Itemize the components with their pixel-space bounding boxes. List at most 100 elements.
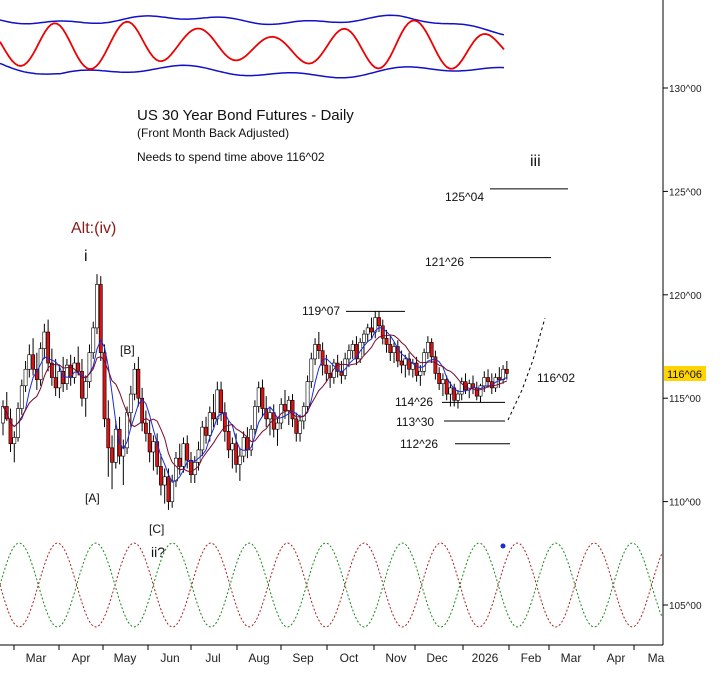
candle-up xyxy=(373,317,378,333)
candle-up xyxy=(241,437,246,457)
candle-down xyxy=(324,364,329,374)
candle-down xyxy=(211,412,216,420)
candle-down xyxy=(102,352,107,420)
candle-down xyxy=(437,373,442,385)
level-label-113-30: 113^30 xyxy=(396,415,434,429)
price-tick-label: 115^00 xyxy=(669,394,701,405)
oscillator-upper-band xyxy=(0,14,505,36)
wave-label-ii: ii? xyxy=(151,544,165,560)
candle-down xyxy=(159,466,163,486)
candle-up xyxy=(23,368,28,387)
level-label-121-26: 121^26 xyxy=(425,255,464,269)
candle-down xyxy=(245,437,250,451)
candle-down xyxy=(219,389,223,413)
candle-up xyxy=(313,344,317,360)
month-label: Jul xyxy=(205,651,220,665)
price-tick-label: 130^00 xyxy=(669,84,702,95)
oscillator-lower-band xyxy=(0,62,505,79)
candle-down xyxy=(98,284,103,354)
candle-up xyxy=(301,406,306,422)
candle-up xyxy=(151,441,156,453)
candle-up xyxy=(268,412,272,420)
candle-up xyxy=(482,377,487,387)
candle-up xyxy=(200,426,205,451)
chart-note: Needs to spend time above 116^02 xyxy=(137,150,325,164)
wave-label-alt-iv: Alt:(iv) xyxy=(71,220,116,237)
candle-down xyxy=(166,476,171,502)
price-levels xyxy=(346,188,568,549)
candle-up xyxy=(113,428,118,463)
candle-up xyxy=(65,364,69,385)
candle-up xyxy=(305,381,310,407)
candle-down xyxy=(185,443,190,461)
current-price-box xyxy=(664,366,706,381)
candle-down xyxy=(320,350,325,366)
axes: 105^00 110^00 115^00 120^00 125^00 130^00 Mar A… xyxy=(0,0,702,665)
candle-down xyxy=(486,377,490,382)
price-tick-label: 110^00 xyxy=(669,498,701,509)
candle-up xyxy=(181,443,186,467)
level-label-112-26: 112^26 xyxy=(400,437,438,451)
candle-up xyxy=(298,420,302,434)
candle-up xyxy=(42,331,47,349)
month-label: Dec xyxy=(426,651,447,665)
month-label: May xyxy=(114,651,137,665)
candle-up xyxy=(1,406,5,424)
wave-label-i: i xyxy=(84,248,88,265)
candle-up xyxy=(275,422,280,430)
price-tick-label: 125^00 xyxy=(669,187,702,198)
candle-up xyxy=(83,381,88,399)
candle-down xyxy=(444,379,449,395)
candle-up xyxy=(132,368,137,395)
candle-down xyxy=(46,331,51,364)
candle-up xyxy=(418,371,423,376)
wave-label-b: [B] xyxy=(120,343,135,357)
month-label: Feb xyxy=(521,651,542,665)
candle-down xyxy=(260,387,265,409)
candle-down xyxy=(504,368,509,374)
candle-down xyxy=(384,337,389,345)
month-label: Apr xyxy=(607,651,626,665)
candle-up xyxy=(162,476,167,486)
level-label-119-07: 119^07 xyxy=(302,304,340,318)
month-label: Oct xyxy=(340,651,359,665)
candle-down xyxy=(61,371,66,385)
month-label: Mar xyxy=(561,651,582,665)
candle-down xyxy=(433,356,438,374)
candle-down xyxy=(399,360,404,366)
candle-down xyxy=(234,443,239,465)
chart-subtitle: (Front Month Back Adjusted) xyxy=(137,126,289,140)
month-label: Sep xyxy=(292,651,314,665)
candle-up xyxy=(309,358,314,382)
candle-up xyxy=(286,399,291,411)
candle-up xyxy=(237,455,242,465)
month-label: Aug xyxy=(248,651,269,665)
candle-up xyxy=(478,385,483,397)
candle-up xyxy=(403,358,408,366)
candle-down xyxy=(369,327,374,333)
wave-label-iii: iii xyxy=(530,153,541,170)
candle-up xyxy=(196,449,201,463)
candle-up xyxy=(362,333,366,343)
candle-down xyxy=(110,447,114,463)
oscillator-line xyxy=(0,19,505,71)
candle-down xyxy=(226,430,231,451)
candle-up xyxy=(207,412,212,436)
month-label: 2026 xyxy=(472,651,499,665)
candle-up xyxy=(347,350,351,360)
cycle-wave-red xyxy=(0,542,663,628)
candle-down xyxy=(177,457,182,467)
price-tick-label: 120^00 xyxy=(669,291,702,302)
candle-up xyxy=(91,327,96,354)
level-label-114-26: 114^26 xyxy=(395,395,433,409)
month-label: Ma xyxy=(648,651,665,665)
candle-up xyxy=(87,352,92,382)
candle-up xyxy=(253,406,257,430)
wave-label-a: [A] xyxy=(85,491,100,505)
candle-up xyxy=(425,342,430,354)
month-label: Mar xyxy=(26,651,47,665)
candle-up xyxy=(448,387,453,395)
cycle-wave-green xyxy=(0,542,663,628)
candle-down xyxy=(452,387,457,401)
